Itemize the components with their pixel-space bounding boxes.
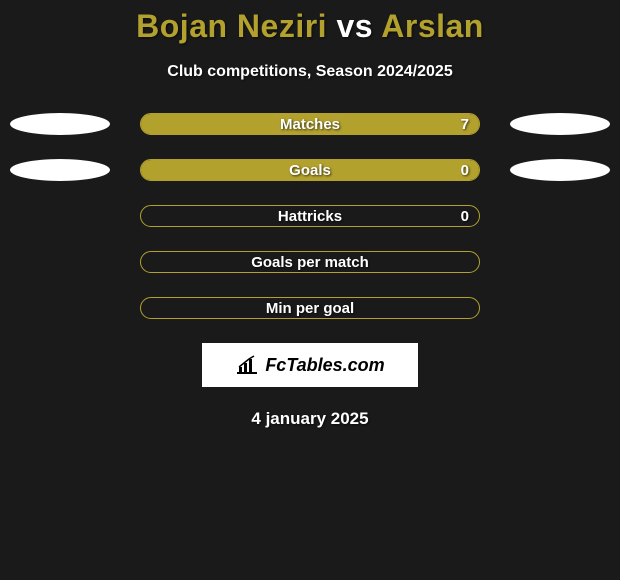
stat-row: Hattricks0 — [0, 205, 620, 227]
side-ellipse-left — [10, 159, 110, 181]
stat-value-right: 7 — [461, 114, 469, 134]
side-ellipse-left — [10, 113, 110, 135]
player1-name: Bojan Neziri — [136, 8, 327, 44]
player2-name: Arslan — [381, 8, 484, 44]
stat-bar: Goals0 — [140, 159, 480, 181]
bar-chart-icon — [235, 355, 259, 375]
vs-text: vs — [336, 8, 373, 44]
stat-row: Matches7 — [0, 113, 620, 135]
stats-list: Matches7Goals0Hattricks0Goals per matchM… — [0, 113, 620, 319]
side-ellipse-right — [510, 113, 610, 135]
stat-label: Min per goal — [141, 298, 479, 318]
subtitle-text: Club competitions, Season 2024/2025 — [0, 63, 620, 81]
branding-badge: FcTables.com — [202, 343, 418, 387]
stat-label: Matches — [141, 114, 479, 134]
stat-bar: Matches7 — [140, 113, 480, 135]
stat-label: Hattricks — [141, 206, 479, 226]
comparison-date: 4 january 2025 — [0, 409, 620, 429]
stat-value-right: 0 — [461, 206, 469, 226]
stat-bar: Hattricks0 — [140, 205, 480, 227]
stat-bar: Goals per match — [140, 251, 480, 273]
stat-row: Goals per match — [0, 251, 620, 273]
comparison-card: Bojan Neziri vs Arslan Club competitions… — [0, 0, 620, 429]
stat-row: Min per goal — [0, 297, 620, 319]
stat-value-right: 0 — [461, 160, 469, 180]
stat-label: Goals — [141, 160, 479, 180]
stat-bar: Min per goal — [140, 297, 480, 319]
branding-text: FcTables.com — [265, 355, 384, 376]
side-ellipse-right — [510, 159, 610, 181]
comparison-title: Bojan Neziri vs Arslan — [0, 8, 620, 45]
stat-row: Goals0 — [0, 159, 620, 181]
stat-label: Goals per match — [141, 252, 479, 272]
